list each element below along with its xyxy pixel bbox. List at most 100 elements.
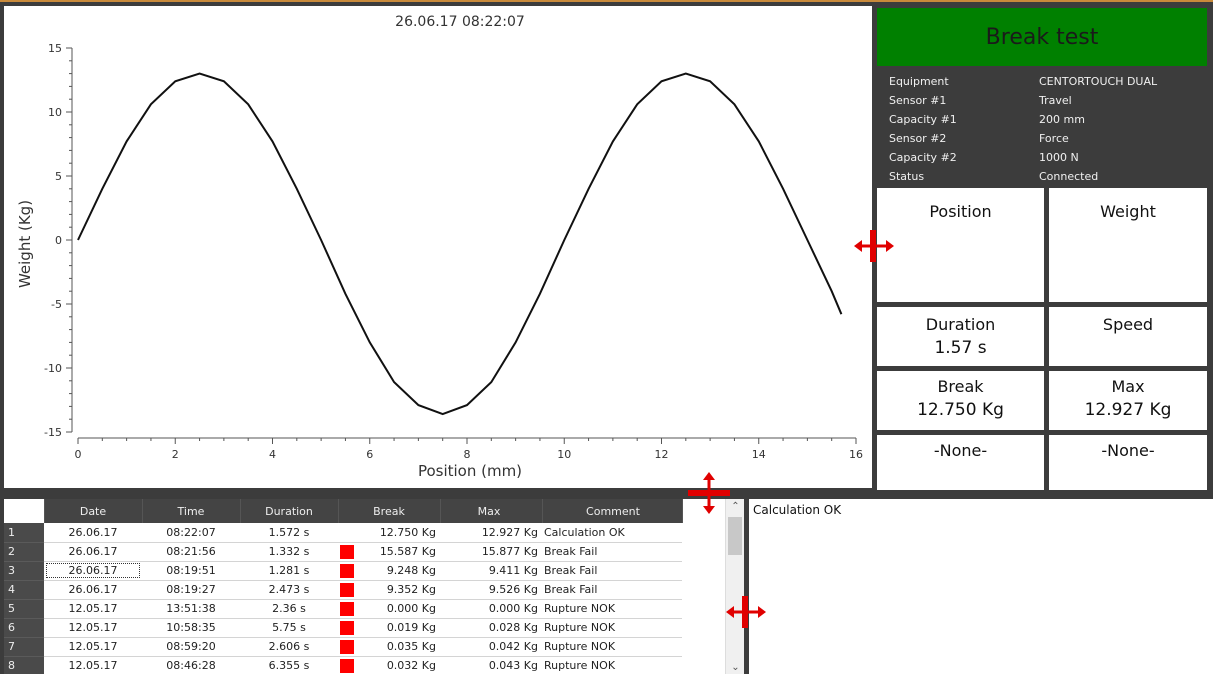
column-header-max[interactable]: Max bbox=[440, 499, 542, 523]
cell-comment: Break Fail bbox=[542, 580, 682, 599]
cell-comment: Calculation OK bbox=[542, 523, 682, 542]
cell-flag bbox=[338, 618, 357, 637]
cell-max: 0.028 Kg bbox=[440, 618, 542, 637]
cell-date: 12.05.17 bbox=[44, 599, 142, 618]
cell-flag bbox=[338, 656, 357, 674]
chart-series-line bbox=[78, 74, 841, 415]
cell-max: 15.877 Kg bbox=[440, 542, 542, 561]
column-header-date[interactable]: Date bbox=[44, 499, 142, 523]
info-value: Travel bbox=[1039, 91, 1072, 110]
cell-date: 26.06.17 bbox=[44, 523, 142, 542]
info-row-capacity2: Capacity #2 1000 N bbox=[889, 148, 1207, 167]
table-row[interactable]: 5 12.05.17 13:51:38 2.36 s 0.000 Kg 0.000 Kg R… bbox=[4, 599, 682, 618]
y-tick-label: -15 bbox=[44, 426, 62, 439]
x-tick-label: 2 bbox=[172, 448, 179, 461]
chart-axes: 0 2 4 6 8 10 12 14 16 -15 -10 -5 0 5 10 15 bbox=[44, 42, 863, 461]
stat-none-right: -None- bbox=[1049, 435, 1207, 490]
cell-break: 9.248 Kg bbox=[357, 561, 440, 580]
x-tick-label: 12 bbox=[655, 448, 669, 461]
cell-time: 13:51:38 bbox=[142, 599, 240, 618]
chart-timestamp: 26.06.17 08:22:07 bbox=[395, 14, 525, 30]
resize-horizontal-icon[interactable] bbox=[854, 226, 894, 266]
info-row-sensor2: Sensor #2 Force bbox=[889, 129, 1207, 148]
weight-position-chart: 26.06.17 08:22:07 0 2 4 6 8 10 12 14 16-15-10-50… bbox=[4, 6, 872, 488]
row-number: 5 bbox=[4, 599, 44, 618]
row-number: 4 bbox=[4, 580, 44, 599]
chevron-down-icon[interactable]: ⌄ bbox=[726, 660, 745, 674]
cell-comment: Rupture NOK bbox=[542, 599, 682, 618]
info-value: 200 mm bbox=[1039, 110, 1085, 129]
stat-label: Break bbox=[877, 377, 1044, 396]
column-header-comment[interactable]: Comment bbox=[542, 499, 682, 523]
fail-flag-indicator bbox=[340, 621, 354, 635]
cell-flag bbox=[338, 523, 357, 542]
table-row[interactable]: 4 26.06.17 08:19:27 2.473 s 9.352 Kg 9.526 Kg… bbox=[4, 580, 682, 599]
stat-label: Max bbox=[1049, 377, 1207, 396]
info-row-capacity1: Capacity #1 200 mm bbox=[889, 110, 1207, 129]
column-header-duration[interactable]: Duration bbox=[240, 499, 338, 523]
cell-date: 12.05.17 bbox=[44, 618, 142, 637]
cell-break: 0.035 Kg bbox=[357, 637, 440, 656]
cell-comment: Rupture NOK bbox=[542, 637, 682, 656]
info-label: Capacity #2 bbox=[889, 148, 1039, 167]
y-tick-label: 10 bbox=[48, 106, 62, 119]
scrollbar-thumb[interactable] bbox=[728, 517, 742, 555]
cell-break: 0.019 Kg bbox=[357, 618, 440, 637]
stat-weight: Weight bbox=[1049, 188, 1207, 302]
stat-position: Position bbox=[877, 188, 1044, 302]
resize-vertical-icon[interactable] bbox=[686, 472, 732, 514]
test-title: Break test bbox=[877, 8, 1207, 66]
column-header-break[interactable]: Break bbox=[338, 499, 440, 523]
table-row[interactable]: 1 26.06.17 08:22:07 1.572 s 12.750 Kg 12.927 … bbox=[4, 523, 682, 542]
table-row[interactable]: 2 26.06.17 08:21:56 1.332 s 15.587 Kg 15.877 … bbox=[4, 542, 682, 561]
cell-time: 08:22:07 bbox=[142, 523, 240, 542]
cell-duration: 5.75 s bbox=[240, 618, 338, 637]
stat-label: -None- bbox=[877, 441, 1044, 460]
info-value: 1000 N bbox=[1039, 148, 1079, 167]
x-tick-label: 14 bbox=[752, 448, 766, 461]
cell-break: 12.750 Kg bbox=[357, 523, 440, 542]
cell-max: 12.927 Kg bbox=[440, 523, 542, 542]
column-header-time[interactable]: Time bbox=[142, 499, 240, 523]
stat-break: Break 12.750 Kg bbox=[877, 371, 1044, 430]
y-tick-label: -10 bbox=[44, 362, 62, 375]
cell-duration: 1.332 s bbox=[240, 542, 338, 561]
info-label: Capacity #1 bbox=[889, 110, 1039, 129]
cell-duration: 2.606 s bbox=[240, 637, 338, 656]
x-tick-label: 4 bbox=[269, 448, 276, 461]
results-table: Date Time Duration Break Max Comment 1 26… bbox=[4, 499, 683, 674]
stat-label: Duration bbox=[877, 315, 1044, 334]
table-row[interactable]: 8 12.05.17 08:46:28 6.355 s 0.032 Kg 0.043 Kg… bbox=[4, 656, 682, 674]
info-row-equipment: Equipment CENTORTOUCH DUAL bbox=[889, 72, 1207, 91]
table-scrollbar[interactable]: ⌃ ⌄ bbox=[725, 499, 744, 674]
table-row[interactable]: 3 26.06.17 08:19:51 1.281 s 9.248 Kg 9.411 Kg… bbox=[4, 561, 682, 580]
row-number: 2 bbox=[4, 542, 44, 561]
info-label: Status bbox=[889, 167, 1039, 186]
cell-max: 0.000 Kg bbox=[440, 599, 542, 618]
x-tick-label: 8 bbox=[464, 448, 471, 461]
y-tick-label: 5 bbox=[55, 170, 62, 183]
cell-date: 26.06.17 bbox=[44, 580, 142, 599]
table-row[interactable]: 6 12.05.17 10:58:35 5.75 s 0.019 Kg 0.028 Kg R… bbox=[4, 618, 682, 637]
x-tick-label: 6 bbox=[366, 448, 373, 461]
cell-max: 9.526 Kg bbox=[440, 580, 542, 599]
fail-flag-indicator bbox=[340, 564, 354, 578]
fail-flag-indicator bbox=[340, 583, 354, 597]
info-value: Connected bbox=[1039, 167, 1098, 186]
cell-flag bbox=[338, 561, 357, 580]
resize-horizontal-icon[interactable] bbox=[726, 592, 766, 632]
cell-date: 12.05.17 bbox=[44, 637, 142, 656]
cell-time: 10:58:35 bbox=[142, 618, 240, 637]
cell-comment: Break Fail bbox=[542, 561, 682, 580]
row-number: 8 bbox=[4, 656, 44, 674]
fail-flag-indicator bbox=[340, 659, 354, 673]
cell-time: 08:59:20 bbox=[142, 637, 240, 656]
table-row[interactable]: 7 12.05.17 08:59:20 2.606 s 0.035 Kg 0.042 Kg… bbox=[4, 637, 682, 656]
cell-duration: 2.473 s bbox=[240, 580, 338, 599]
cell-comment: Break Fail bbox=[542, 542, 682, 561]
info-row-sensor1: Sensor #1 Travel bbox=[889, 91, 1207, 110]
info-label: Sensor #2 bbox=[889, 129, 1039, 148]
cell-flag bbox=[338, 599, 357, 618]
row-number: 7 bbox=[4, 637, 44, 656]
